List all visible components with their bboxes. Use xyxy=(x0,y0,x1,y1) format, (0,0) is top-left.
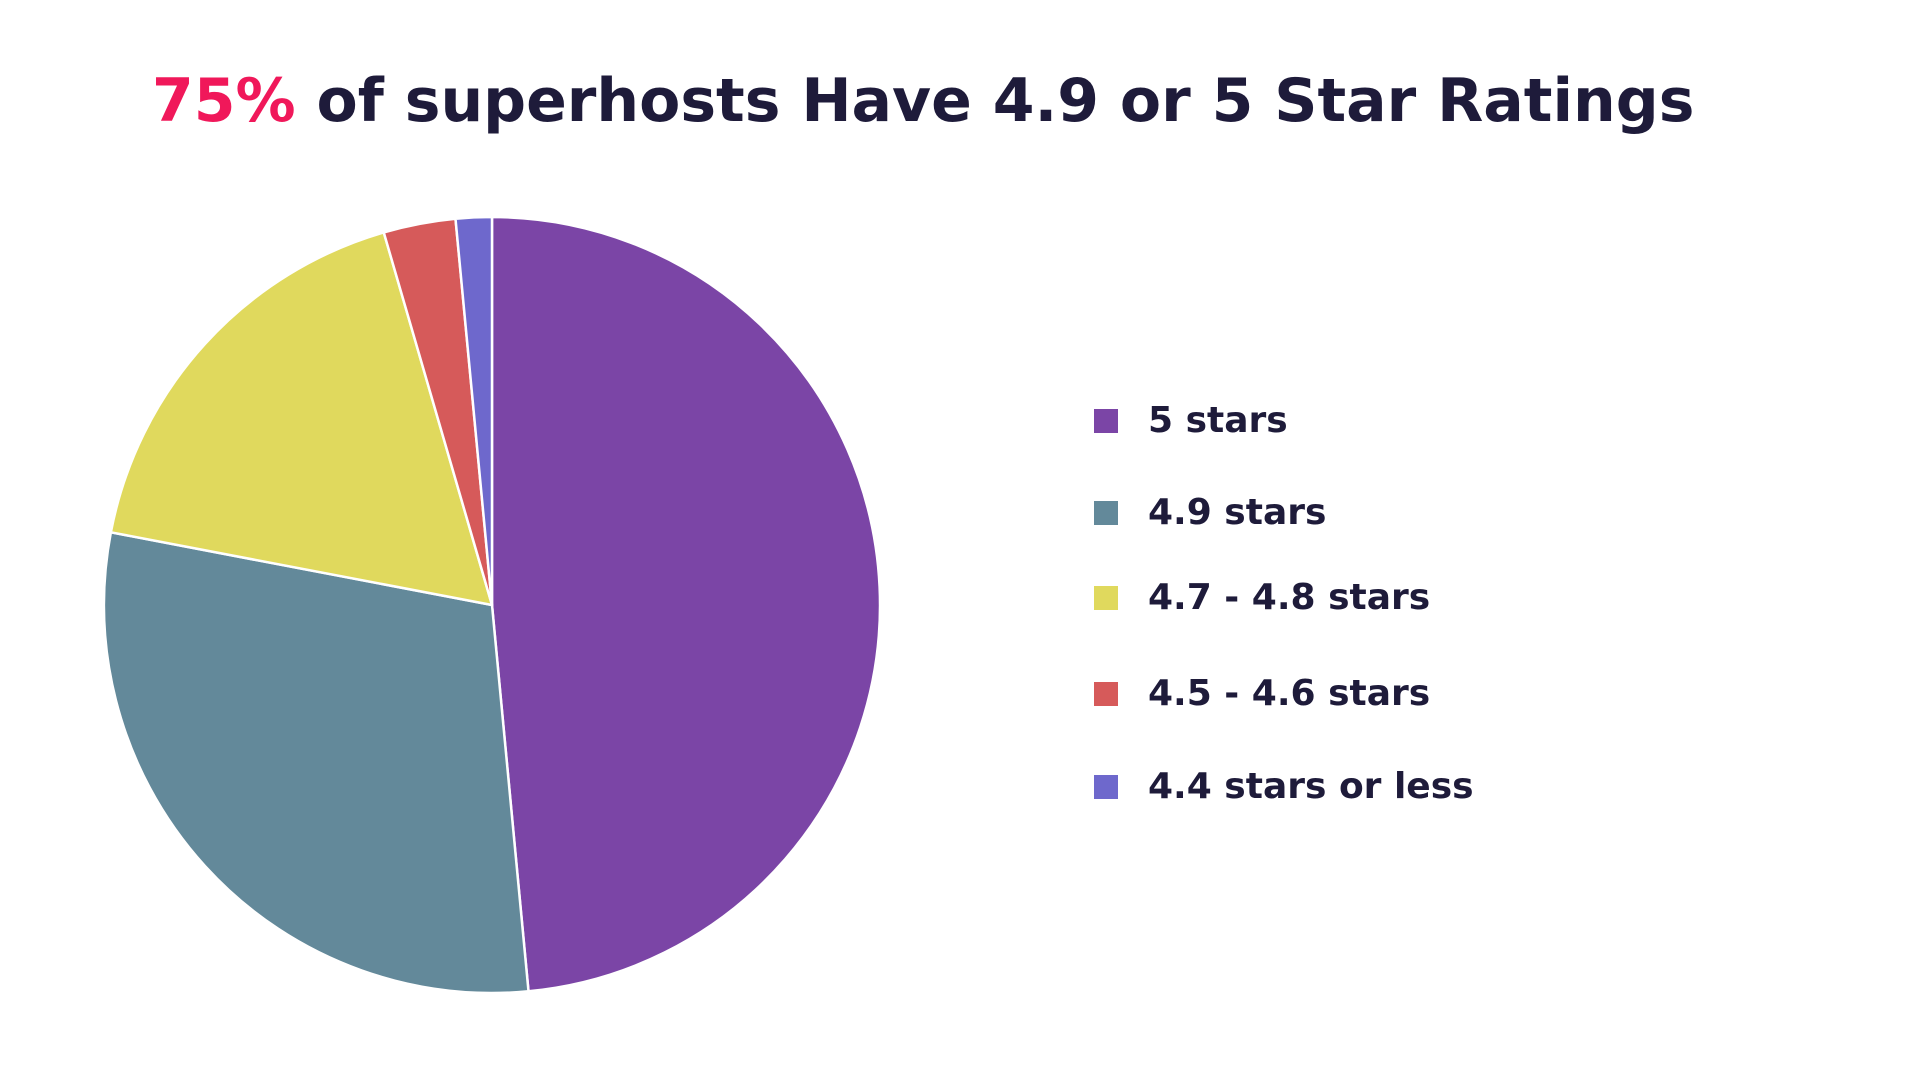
pie-slice-1 xyxy=(102,531,530,995)
legend-label: 5 stars xyxy=(1148,400,1288,441)
pie-chart xyxy=(102,215,882,995)
legend-swatch xyxy=(1094,585,1118,610)
legend-item: 4.4 stars or less xyxy=(1094,766,1474,807)
chart-title: 75% of superhosts Have 4.9 or 5 Star Rat… xyxy=(152,68,1694,134)
legend-label: 4.4 stars or less xyxy=(1148,766,1474,807)
legend-label: 4.9 stars xyxy=(1148,492,1327,533)
pie-slice-0 xyxy=(490,215,882,993)
title-highlight: 75% xyxy=(152,66,296,136)
pie-slice-4 xyxy=(454,215,494,607)
legend-label: 4.5 - 4.6 stars xyxy=(1148,673,1431,714)
legend-item: 4.9 stars xyxy=(1094,492,1326,533)
legend-swatch xyxy=(1094,774,1118,799)
legend-item: 4.7 - 4.8 stars xyxy=(1094,577,1430,618)
legend-swatch xyxy=(1094,500,1118,525)
legend-swatch xyxy=(1094,681,1118,706)
legend-label: 4.7 - 4.8 stars xyxy=(1148,577,1431,618)
title-text: of superhosts Have 4.9 or 5 Star Ratings xyxy=(316,66,1695,136)
pie-slice-2 xyxy=(109,231,494,607)
legend-item: 4.5 - 4.6 stars xyxy=(1094,673,1430,714)
legend-swatch xyxy=(1094,408,1118,433)
legend-item: 5 stars xyxy=(1094,400,1288,441)
